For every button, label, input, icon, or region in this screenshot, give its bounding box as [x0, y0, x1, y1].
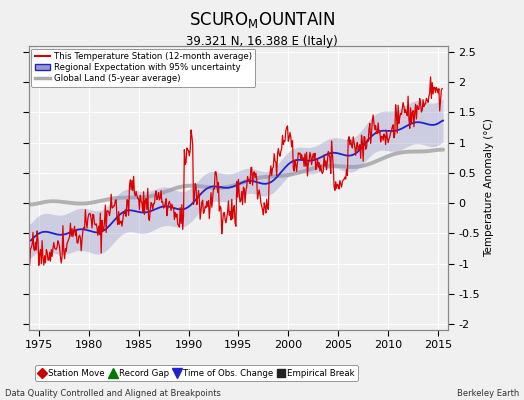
Text: Berkeley Earth: Berkeley Earth: [456, 389, 519, 398]
Text: 39.321 N, 16.388 E (Italy): 39.321 N, 16.388 E (Italy): [186, 35, 338, 48]
Legend: Station Move, Record Gap, Time of Obs. Change, Empirical Break: Station Move, Record Gap, Time of Obs. C…: [35, 365, 358, 381]
Text: SCURO$_\mathregular{M}$OUNTAIN: SCURO$_\mathregular{M}$OUNTAIN: [189, 10, 335, 30]
Y-axis label: Temperature Anomaly (°C): Temperature Anomaly (°C): [484, 118, 494, 258]
Text: Data Quality Controlled and Aligned at Breakpoints: Data Quality Controlled and Aligned at B…: [5, 389, 221, 398]
